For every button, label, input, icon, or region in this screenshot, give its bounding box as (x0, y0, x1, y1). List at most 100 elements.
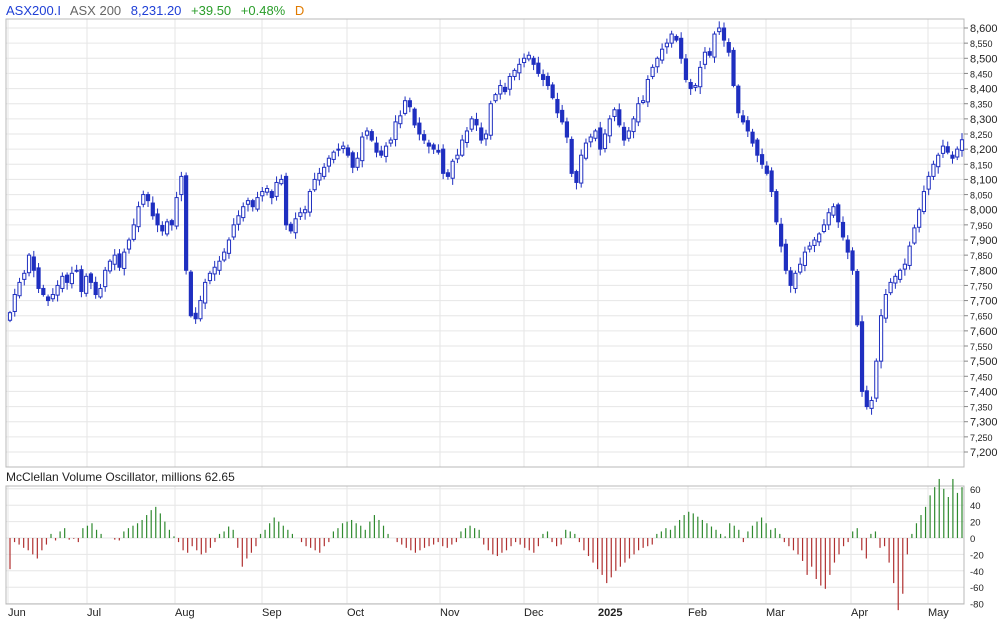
candle (731, 47, 736, 88)
candle (407, 97, 412, 113)
candle (179, 171, 184, 202)
frequency-label[interactable]: D (294, 3, 305, 18)
candle (807, 241, 812, 253)
oscillator-tick-label: 0 (970, 534, 975, 545)
price-tick-label: 7,900 (970, 235, 998, 247)
candle (398, 110, 403, 129)
candle (831, 203, 836, 218)
candle (688, 78, 693, 95)
candle (74, 264, 79, 273)
price-tick-label: 7,750 (970, 281, 993, 291)
candle (184, 172, 189, 275)
time-tick-label: Apr (851, 607, 868, 619)
candle (769, 167, 774, 197)
price-tick-label: 7,650 (970, 312, 993, 322)
candle (845, 235, 850, 260)
candle (479, 122, 484, 144)
candle (317, 167, 322, 186)
candle (650, 64, 655, 80)
candle (793, 270, 798, 294)
candle (17, 277, 22, 299)
candle (445, 169, 451, 180)
candle (621, 122, 627, 146)
oscillator-panel-frame (5, 485, 965, 605)
candle (617, 103, 622, 128)
candle (588, 133, 593, 148)
price-tick-label: 7,450 (970, 372, 993, 382)
candle (136, 201, 141, 233)
instrument-name: ASX 200 (69, 3, 122, 18)
candle (245, 197, 251, 212)
price-tick-label: 8,000 (970, 205, 998, 217)
candle (698, 61, 703, 95)
candle (22, 269, 27, 286)
candle (264, 185, 270, 196)
candle (526, 51, 531, 62)
time-tick-label: Mar (766, 607, 785, 619)
price-tick-label: 8,200 (970, 144, 998, 156)
time-tick-label: Nov (440, 607, 460, 619)
price-tick-label: 7,300 (970, 417, 998, 429)
time-tick-label: Oct (347, 607, 364, 619)
candle (859, 315, 865, 397)
candle (260, 187, 265, 202)
candle (940, 139, 946, 158)
candle (821, 219, 827, 234)
price-tick-label: 7,800 (970, 265, 998, 277)
oscillator-tick-label: 40 (970, 501, 981, 512)
symbol-label[interactable]: ASX200.I (6, 3, 61, 18)
candle (207, 270, 213, 285)
candle (369, 129, 374, 142)
candle (517, 58, 522, 81)
candle (883, 289, 888, 323)
candle (93, 276, 98, 299)
candle (441, 144, 446, 180)
candle (412, 107, 417, 128)
candle (364, 127, 370, 140)
candle (336, 143, 341, 157)
time-tick-label: Sep (262, 607, 282, 619)
candle (69, 266, 74, 289)
candle (341, 141, 346, 154)
candle (307, 188, 312, 217)
candle (507, 73, 512, 96)
candle (388, 137, 393, 147)
candle (817, 232, 822, 247)
candle (531, 55, 536, 71)
time-tick-label: Aug (175, 607, 195, 619)
candle (764, 161, 769, 176)
candle (912, 224, 917, 245)
time-axis: Jun Jul Aug Sep Oct Nov Dec 2025 Feb Mar Apr May (8, 607, 949, 619)
candle (683, 54, 689, 83)
candle (355, 152, 360, 171)
candle (36, 263, 41, 293)
candle (426, 139, 431, 154)
candle (664, 38, 669, 54)
candle (255, 191, 260, 212)
oscillator-tick-label: -40 (970, 567, 984, 578)
candle (164, 218, 170, 237)
candle (460, 134, 465, 158)
candle (640, 95, 646, 105)
candle (288, 221, 293, 234)
candle (759, 148, 765, 169)
price-tick-label: 8,500 (970, 53, 998, 65)
time-tick-label: May (928, 607, 949, 619)
candle (312, 172, 317, 192)
candle (103, 266, 108, 292)
oscillator-tick-label: -60 (970, 583, 984, 594)
oscillator-tick-label: 60 (970, 485, 981, 496)
candle (826, 208, 831, 231)
candle (907, 241, 912, 270)
candle (802, 246, 808, 272)
price-tick-label: 7,950 (970, 221, 993, 231)
candle (45, 294, 51, 307)
candle (141, 190, 146, 208)
price-tick-label: 7,350 (970, 403, 993, 413)
candle (60, 272, 65, 293)
candle (931, 160, 936, 181)
oscillator-tick-label: -80 (970, 600, 984, 611)
time-tick-label: Dec (524, 607, 544, 619)
price-tick-label: 7,500 (970, 356, 998, 368)
